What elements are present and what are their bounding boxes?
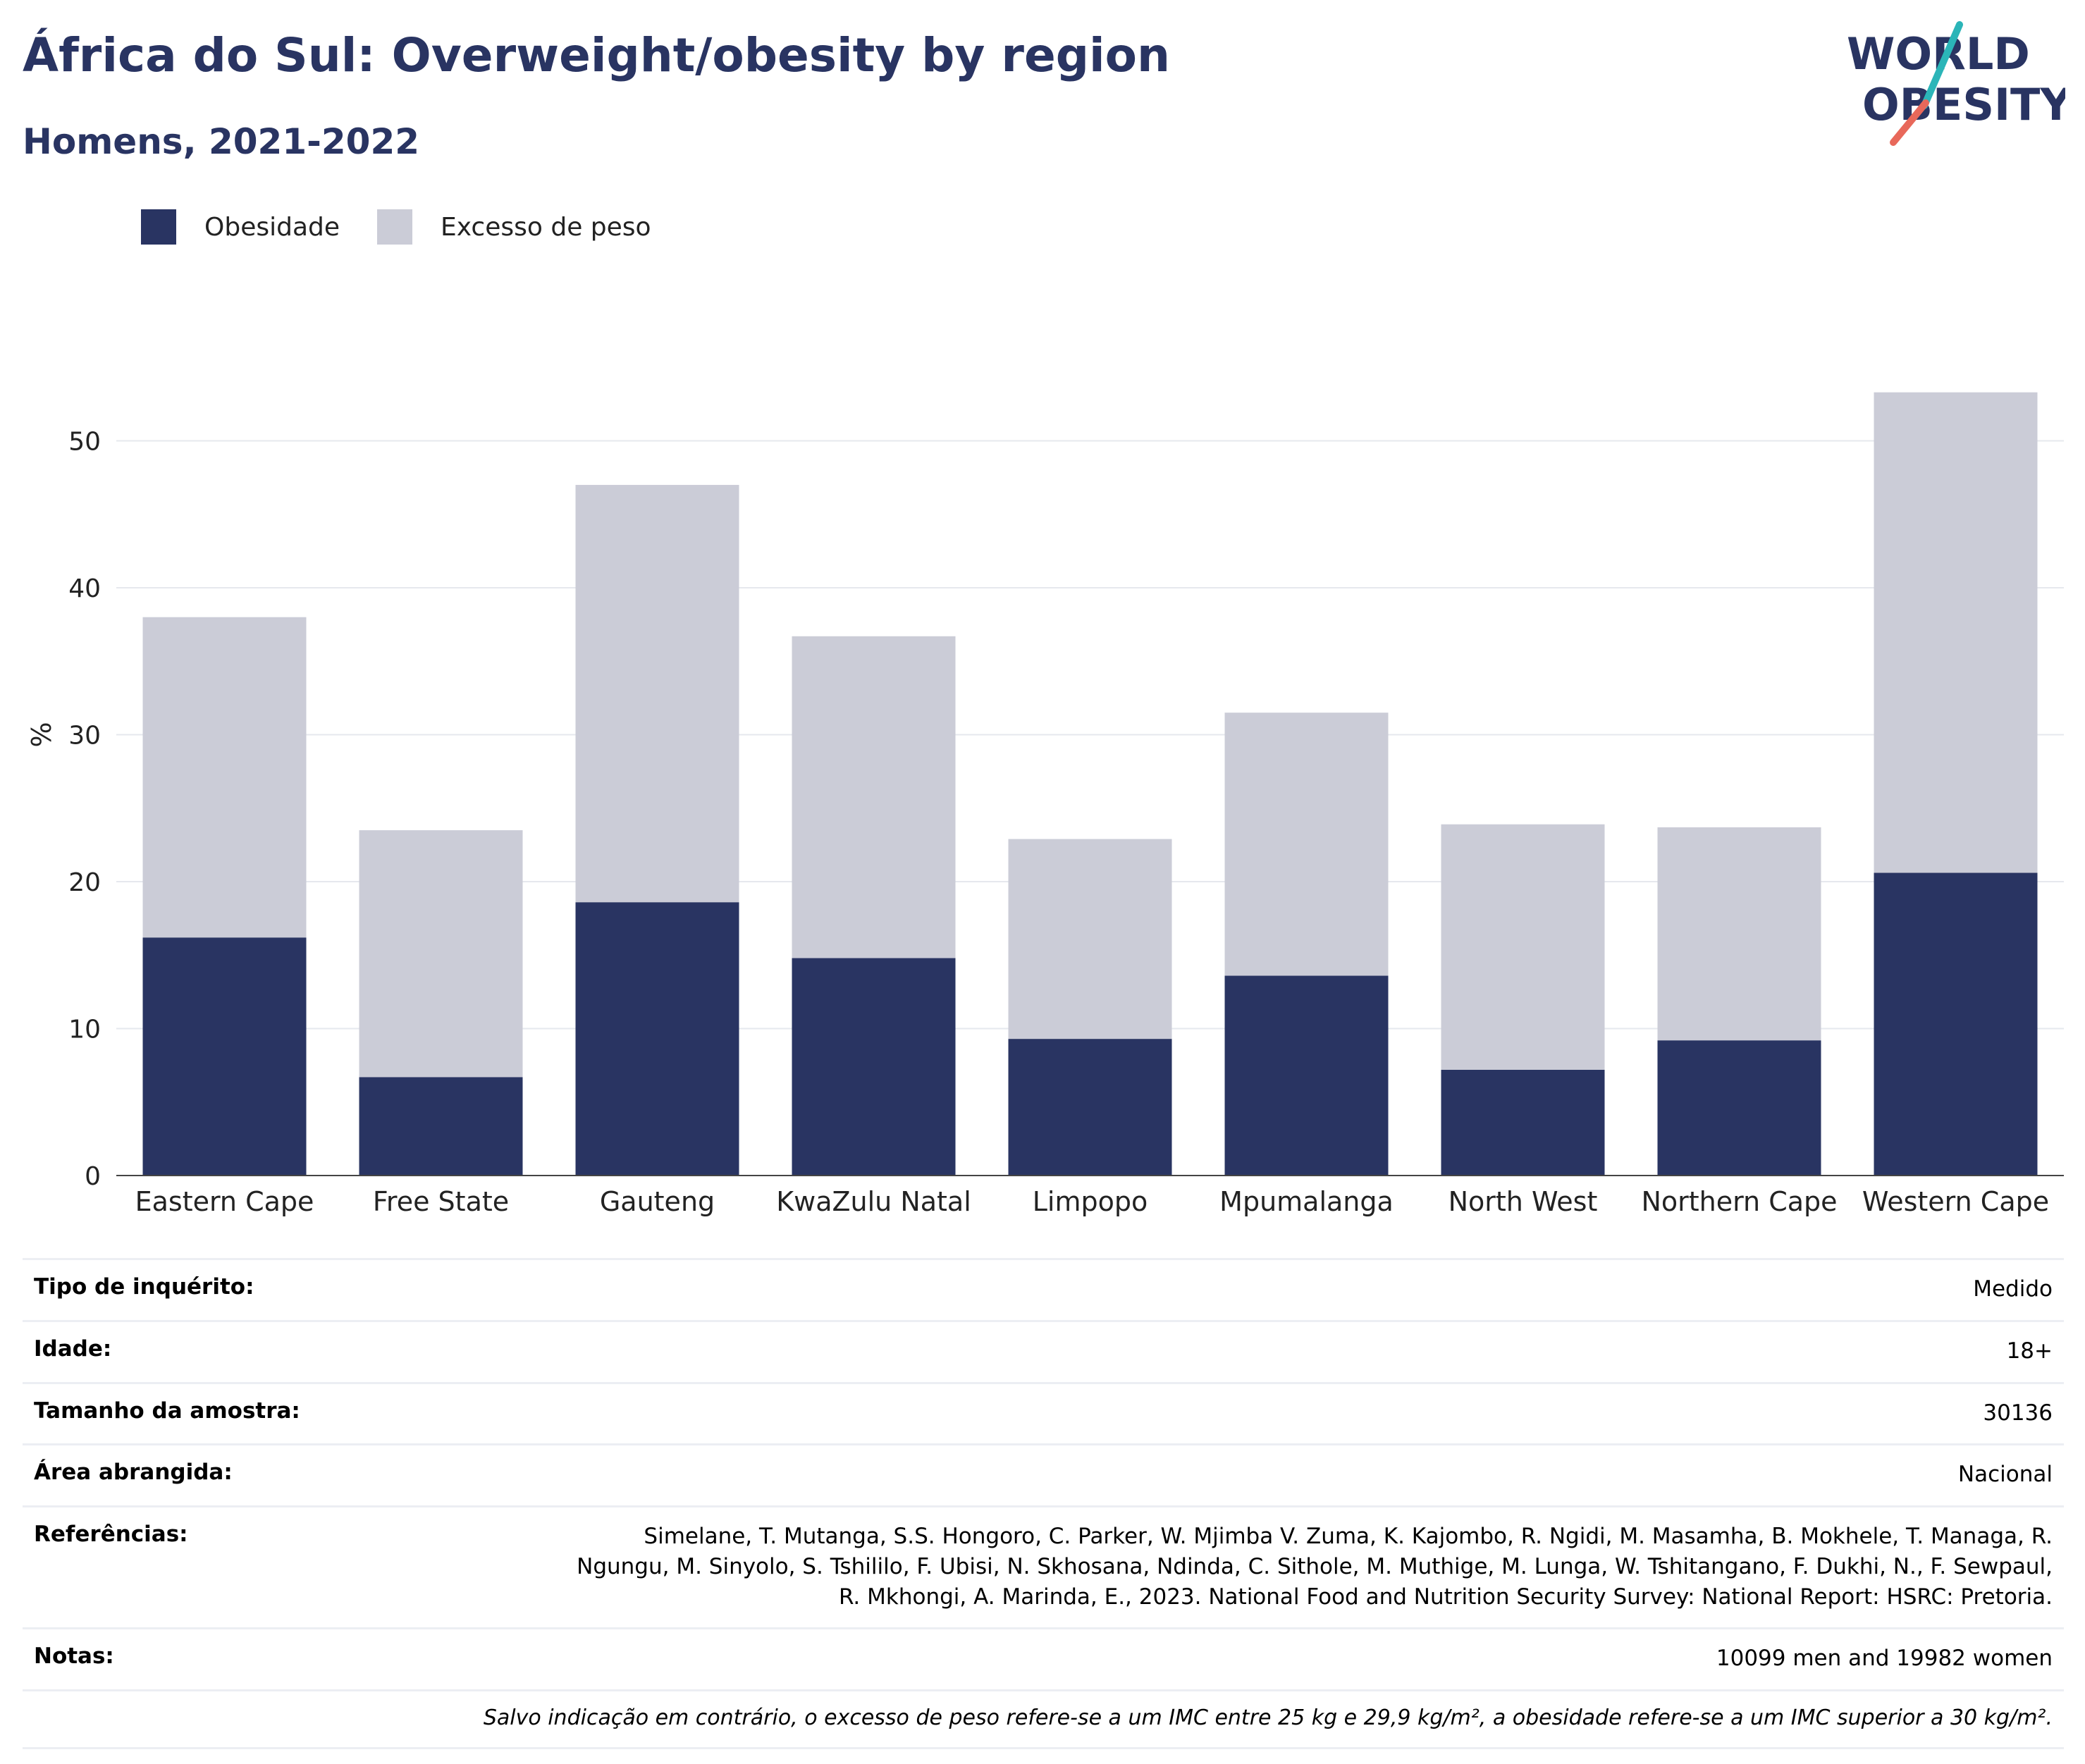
x-tick-label: Gauteng (600, 1186, 715, 1217)
x-tick-label: Mpumalanga (1219, 1186, 1394, 1217)
world-obesity-logo: WORLD OBESITY (1847, 21, 2065, 146)
info-row-survey-type: Tipo de inquérito: Medido (23, 1258, 2064, 1320)
y-tick-label: 50 (68, 428, 101, 457)
y-tick-label: 40 (68, 574, 101, 603)
info-row-age: Idade: 18+ (23, 1319, 2064, 1382)
x-tick-label: Free State (373, 1186, 509, 1217)
legend-swatch-excesso-de-peso (377, 209, 412, 245)
info-value: Medido (1973, 1276, 2053, 1302)
info-row-references: Referências: Simelane, T. Mutanga, S.S. … (23, 1505, 2064, 1627)
survey-info-table: Tipo de inquérito: Medido Idade: 18+ Tam… (23, 1258, 2064, 1750)
bar-obesidade (142, 937, 307, 1176)
legend-item-excesso-de-peso[interactable]: Excesso de peso (377, 208, 651, 246)
bar-excesso-de-peso (575, 485, 739, 903)
legend-label-obesidade: Obesidade (204, 212, 340, 242)
x-tick-label: Limpopo (1033, 1186, 1148, 1217)
bar-obesidade (1224, 975, 1389, 1176)
bar-excesso-de-peso (1874, 392, 2038, 873)
info-row-sample-size: Tamanho da amostra: 30136 (23, 1381, 2064, 1444)
bar-excesso-de-peso (1224, 713, 1389, 976)
info-value: 10099 men and 19982 women (1716, 1646, 2053, 1672)
chart-subtitle: Homens, 2021-2022 (23, 121, 420, 162)
info-row-notes: Notas: 10099 men and 19982 women (23, 1627, 2064, 1689)
x-tick-label: Eastern Cape (135, 1186, 314, 1217)
y-tick-label: 30 (68, 722, 101, 751)
x-tick-label: Western Cape (1862, 1186, 2049, 1217)
y-axis-title: % (26, 722, 57, 747)
bar-excesso-de-peso (1008, 839, 1172, 1040)
x-tick-label: North West (1449, 1186, 1598, 1217)
bar-obesidade (575, 902, 739, 1176)
bar-excesso-de-peso (1441, 824, 1605, 1070)
info-value: 30136 (1983, 1400, 2053, 1426)
info-key: Tipo de inquérito: (34, 1274, 254, 1300)
bar-obesidade (1008, 1039, 1172, 1176)
bmi-definition-footnote: Salvo indicação em contrário, o excesso … (23, 1689, 2064, 1750)
logo-slash-top (1921, 21, 1963, 109)
bar-obesidade (1441, 1069, 1605, 1176)
y-tick-label: 20 (68, 868, 101, 897)
info-row-area-covered: Área abrangida: Nacional (23, 1443, 2064, 1505)
info-value: Nacional (1957, 1462, 2053, 1488)
chart-title: África do Sul: Overweight/obesity by reg… (23, 28, 1170, 82)
info-key: Idade: (34, 1336, 112, 1362)
bar-obesidade (1657, 1040, 1821, 1176)
logo-line-2: OBESITY (1862, 79, 2065, 130)
info-value: 18+ (2006, 1338, 2053, 1364)
info-key: Tamanho da amostra: (34, 1398, 300, 1424)
y-tick-label: 0 (85, 1162, 101, 1191)
bar-excesso-de-peso (142, 617, 307, 938)
bar-excesso-de-peso (1657, 827, 1821, 1041)
bar-obesidade (792, 958, 956, 1176)
info-key: Área abrangida: (34, 1460, 233, 1486)
y-tick-label: 10 (68, 1016, 101, 1044)
bar-chart: 0 10 20 30 40 50% Eastern Cape Free State Gauten… (26, 392, 2064, 1217)
x-tick-label: KwaZulu Natal (776, 1186, 971, 1217)
legend-label-excesso-de-peso: Excesso de peso (441, 212, 651, 242)
info-key: Referências: (34, 1522, 188, 1548)
info-value: Simelane, T. Mutanga, S.S. Hongoro, C. P… (577, 1524, 2053, 1610)
bar-obesidade (1874, 872, 2038, 1176)
legend-item-obesidade[interactable]: Obesidade (141, 208, 340, 246)
legend-swatch-obesidade (141, 209, 176, 245)
bar-excesso-de-peso (792, 636, 956, 958)
info-key: Notas: (34, 1643, 114, 1670)
bar-obesidade (359, 1077, 523, 1176)
x-tick-label: Northern Cape (1641, 1186, 1837, 1217)
bar-excesso-de-peso (359, 830, 523, 1078)
logo-slash-bottom (1890, 99, 1929, 146)
